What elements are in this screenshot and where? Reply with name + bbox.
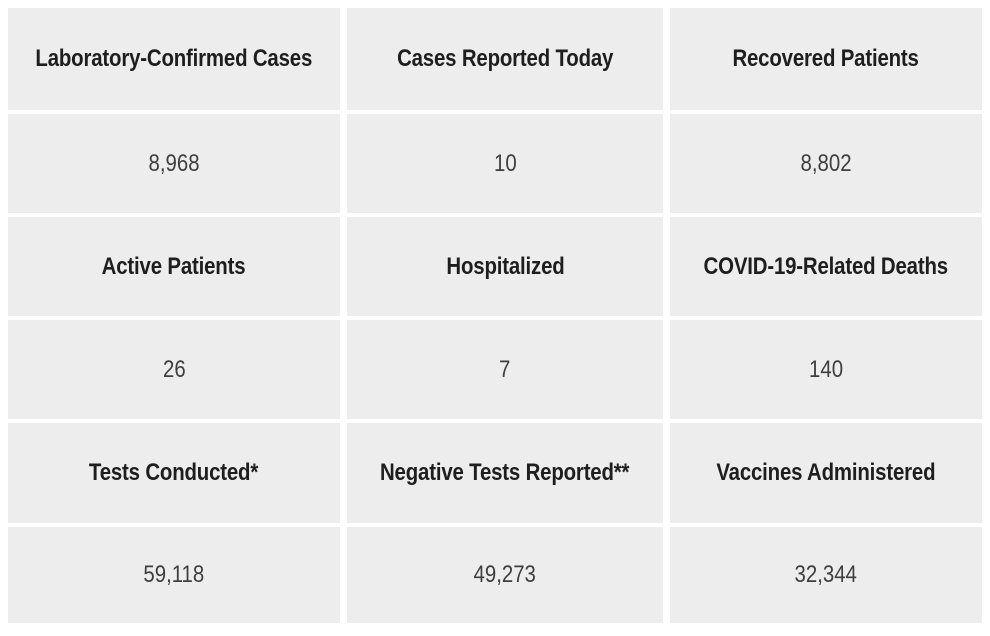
stat-value-text: 8,802: [800, 149, 852, 177]
stat-value-text: 140: [808, 355, 844, 383]
stat-value-text: 49,273: [473, 561, 537, 588]
stat-label-active-patients: Active Patients: [8, 217, 340, 316]
stat-label-text: Active Patients: [102, 252, 246, 280]
stat-value-text: 32,344: [794, 561, 858, 588]
stat-value-tests-conducted: 59,118: [8, 527, 340, 623]
stat-value-text: 7: [499, 355, 511, 383]
stat-value-text: 26: [162, 355, 186, 383]
stat-value-vaccines-administered: 32,344: [670, 527, 982, 623]
stat-value-text: 59,118: [143, 561, 205, 588]
stat-label-text: Hospitalized: [445, 252, 565, 280]
stat-label-recovered-patients: Recovered Patients: [670, 8, 982, 110]
stat-label-text: Vaccines Administered: [716, 459, 936, 486]
stat-value-recovered-patients: 8,802: [670, 114, 982, 213]
stat-value-active-patients: 26: [8, 320, 340, 419]
stat-value-negative-tests-reported: 49,273: [347, 527, 663, 623]
stat-label-covid-19-related-deaths: COVID-19-Related Deaths: [670, 217, 982, 316]
stat-label-text: COVID-19-Related Deaths: [703, 252, 949, 280]
stat-label-hospitalized: Hospitalized: [347, 217, 663, 316]
stat-value-text: 10: [493, 149, 517, 177]
stat-value-laboratory-confirmed-cases: 8,968: [8, 114, 340, 213]
stat-label-tests-conducted: Tests Conducted*: [8, 423, 340, 523]
stat-label-cases-reported-today: Cases Reported Today: [347, 8, 663, 110]
stat-label-text: Recovered Patients: [732, 45, 920, 72]
stat-value-cases-reported-today: 10: [347, 114, 663, 213]
stat-label-text: Cases Reported Today: [396, 45, 614, 72]
stat-label-text: Tests Conducted*: [89, 459, 259, 486]
stat-label-vaccines-administered: Vaccines Administered: [670, 423, 982, 523]
stat-label-text: Negative Tests Reported**: [380, 459, 630, 486]
stat-label-negative-tests-reported: Negative Tests Reported**: [347, 423, 663, 523]
stat-value-covid-19-related-deaths: 140: [670, 320, 982, 419]
stat-value-hospitalized: 7: [347, 320, 663, 419]
stat-label-text: Laboratory-Confirmed Cases: [35, 45, 313, 72]
stat-label-laboratory-confirmed-cases: Laboratory-Confirmed Cases: [8, 8, 340, 110]
stat-value-text: 8,968: [148, 149, 200, 177]
